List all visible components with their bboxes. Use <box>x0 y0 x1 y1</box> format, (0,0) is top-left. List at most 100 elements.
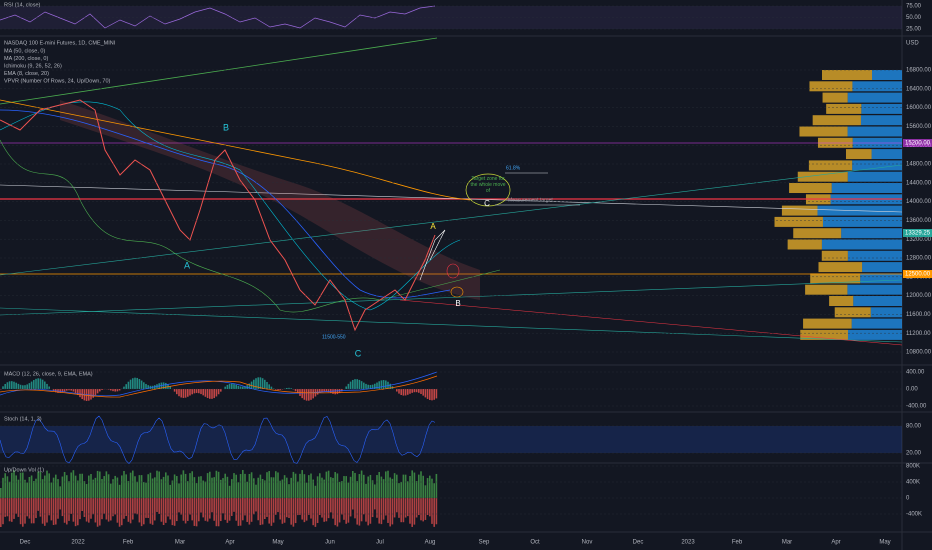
y-tick-label: 11600.00 <box>906 312 931 318</box>
down-volume <box>272 498 275 523</box>
up-volume <box>336 473 339 498</box>
macd-bar <box>327 389 330 393</box>
macd-bar <box>336 389 339 395</box>
macd-bar <box>13 381 15 389</box>
x-tick-label: Mar <box>782 540 792 546</box>
macd-bar <box>360 381 363 389</box>
price-tag-label: 15200.00 <box>905 141 931 147</box>
up-volume <box>68 481 70 498</box>
macd-bar <box>127 381 130 389</box>
macd-bar <box>79 389 81 398</box>
up-volume <box>279 480 281 498</box>
x-tick-label: Aug <box>425 540 436 546</box>
macd-bar <box>211 389 213 399</box>
down-volume <box>387 498 389 523</box>
up-volume <box>59 486 61 498</box>
up-volume <box>85 484 88 498</box>
signal-line <box>0 375 438 398</box>
macd-bar <box>226 384 229 389</box>
macd-bar <box>371 384 374 389</box>
profile-up <box>851 318 902 329</box>
macd-bar <box>24 385 26 389</box>
profile-up <box>821 239 902 250</box>
down-volume <box>231 498 233 516</box>
up-volume <box>358 474 361 498</box>
down-volume <box>50 498 53 521</box>
up-volume <box>90 474 92 498</box>
macd-bar <box>176 389 178 395</box>
up-volume <box>308 475 310 498</box>
up-volume <box>420 471 422 498</box>
macd-bar <box>347 383 350 389</box>
moving-average <box>0 99 471 201</box>
down-volume <box>105 498 108 520</box>
macd-bar <box>200 389 202 395</box>
profile-down <box>781 205 818 216</box>
up-volume <box>182 470 185 498</box>
wave-label: A <box>430 222 436 231</box>
macd-bar <box>182 389 185 398</box>
up-volume <box>125 474 127 498</box>
down-volume <box>138 498 141 523</box>
macd-bar <box>145 383 147 389</box>
down-volume <box>424 498 427 520</box>
up-volume <box>407 481 409 498</box>
macd-bar <box>116 389 119 392</box>
up-volume <box>200 476 202 498</box>
down-volume <box>398 498 400 518</box>
up-volume <box>301 470 303 498</box>
up-volume <box>255 484 257 498</box>
macd-bar <box>248 383 251 389</box>
down-volume <box>26 498 28 517</box>
macd-bar <box>259 377 262 389</box>
macd-bar <box>275 389 277 390</box>
down-volume <box>68 498 70 521</box>
down-volume <box>187 498 189 521</box>
profile-down <box>799 126 848 137</box>
macd-bar <box>189 389 191 396</box>
up-volume <box>28 476 31 498</box>
up-volume <box>294 473 297 498</box>
up-volume <box>334 472 336 498</box>
down-volume <box>121 498 123 526</box>
macd-bar <box>305 389 308 401</box>
up-volume <box>411 470 413 498</box>
volume-bars <box>0 470 438 527</box>
down-volume <box>288 498 290 518</box>
down-volume <box>321 498 323 518</box>
up-volume <box>169 484 171 498</box>
up-volume <box>61 476 64 498</box>
down-volume <box>123 498 125 519</box>
up-volume <box>198 476 200 498</box>
macd-bar <box>244 386 246 389</box>
macd-bar <box>301 389 303 399</box>
down-volume <box>360 498 363 522</box>
macd-bar <box>378 381 380 389</box>
down-volume <box>184 498 187 524</box>
down-volume <box>101 498 103 520</box>
up-volume <box>277 472 279 498</box>
up-volume <box>44 475 46 498</box>
down-volume <box>299 498 301 515</box>
y-tick-label: 14400.00 <box>906 180 932 186</box>
down-volume <box>209 498 211 519</box>
macd-bar <box>165 382 167 389</box>
down-volume <box>19 498 22 525</box>
down-volume <box>235 498 237 521</box>
macd-bar <box>310 389 312 400</box>
down-volume <box>116 498 119 523</box>
up-volume <box>213 477 215 498</box>
down-volume <box>237 498 240 526</box>
down-volume <box>224 498 226 520</box>
up-volume <box>103 476 105 498</box>
macd-bar <box>129 379 132 389</box>
down-volume <box>400 498 402 523</box>
down-volume <box>11 498 13 522</box>
down-volume <box>396 498 398 513</box>
down-volume <box>426 498 429 516</box>
macd-bar <box>198 389 200 394</box>
macd-bar <box>204 389 207 397</box>
macd-bar <box>28 383 31 389</box>
down-volume <box>0 498 2 527</box>
